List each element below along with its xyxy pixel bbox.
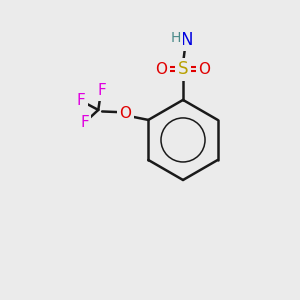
Text: H: H [171, 31, 181, 45]
Text: F: F [80, 115, 89, 130]
Text: F: F [77, 93, 86, 108]
Text: O: O [199, 61, 211, 76]
Text: N: N [181, 31, 193, 49]
Text: F: F [98, 83, 106, 98]
Text: O: O [119, 106, 131, 121]
Text: O: O [155, 61, 167, 76]
Text: S: S [178, 60, 188, 78]
